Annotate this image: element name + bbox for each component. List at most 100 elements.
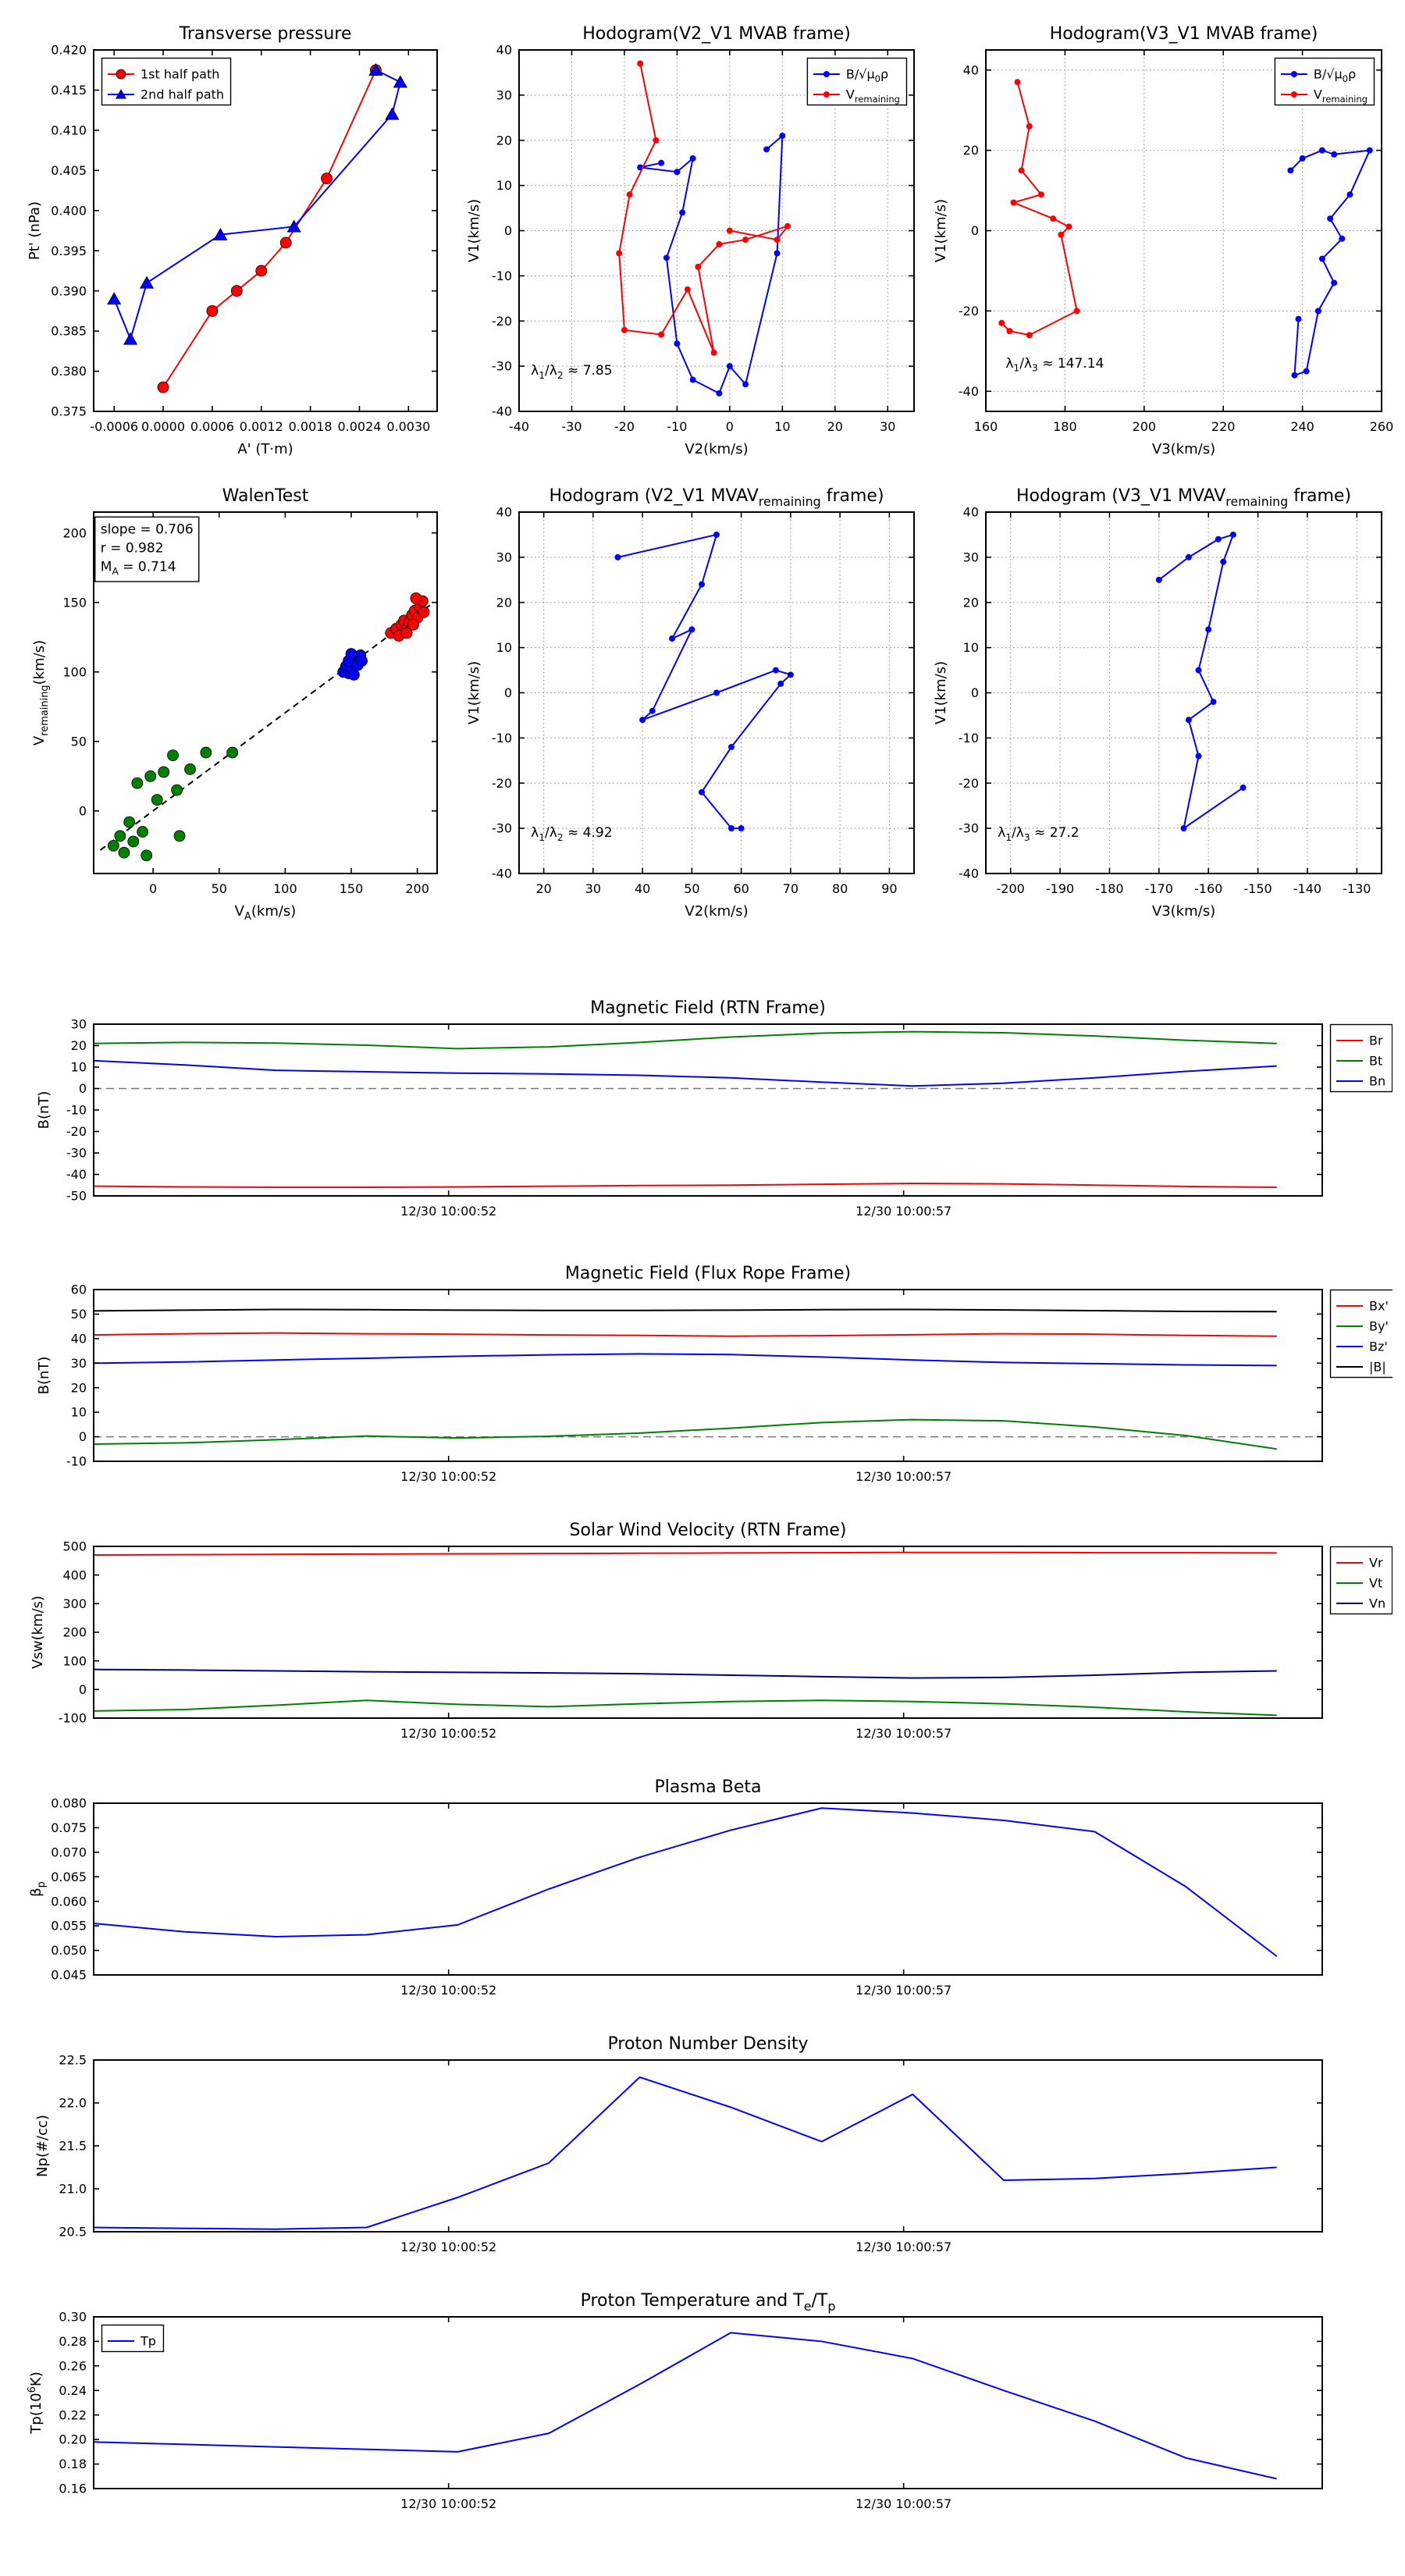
x-tick-label: 0.0000 [141, 419, 185, 434]
svg-text:Bn: Bn [1369, 1074, 1385, 1089]
y-tick-label: -100 [59, 1711, 87, 1726]
y-tick-label: 20.5 [59, 2225, 87, 2240]
svg-text:1st half path: 1st half path [140, 67, 219, 82]
y-tick-label: -40 [66, 1167, 87, 1182]
y-tick-label: 400 [62, 1567, 87, 1582]
y-tick-label: 0.410 [51, 123, 87, 137]
y-tick-label: -50 [66, 1189, 87, 1204]
vsw-rtn-title: Solar Wind Velocity (RTN Frame) [570, 1521, 847, 1540]
x-tick-label: 12/30 10:00:57 [855, 1204, 951, 1219]
y-tick-label: 0 [79, 803, 87, 818]
svg-text:Vr: Vr [1369, 1556, 1383, 1571]
mag-fluxrope-series-bz [94, 1353, 1277, 1367]
x-tick-label: 180 [1053, 419, 1077, 434]
hodogram-v3v1-mvav-xlabel: V3(km/s) [1152, 903, 1215, 920]
proton-temp-title: Proton Temperature and Te​/Tp​ [581, 2291, 836, 2314]
x-tick-label: -180 [1095, 881, 1123, 896]
x-tick-label: -160 [1194, 881, 1222, 896]
y-tick-label: 20 [496, 595, 512, 610]
svg-text:λ1​/λ3​ ≈ 27.2: λ1​/λ3​ ≈ 27.2 [998, 825, 1079, 843]
y-tick-label: 40 [963, 62, 979, 77]
hodogram-v3v1-mvab-series-v-remaining [1001, 81, 1078, 336]
x-tick-label: 12/30 10:00:57 [855, 1983, 951, 1998]
y-tick-label: 0.20 [59, 2432, 87, 2447]
x-tick-label: 12/30 10:00:57 [855, 1469, 951, 1484]
hodogram-v3v1-mvab-svg: 160 180 200 220 240 260 -40 -20 0 20 40 V3(km/s) V1(… [933, 24, 1393, 457]
x-tick-label: -40 [509, 419, 529, 434]
hodogram-v3v1-mvav-title: Hodogram (V3_V1 MVAVremaining​ frame) [1016, 486, 1351, 509]
y-tick-label: 30 [496, 550, 512, 564]
x-tick-label: 0.0030 [386, 419, 430, 434]
y-tick-label: 20 [71, 1038, 87, 1053]
y-tick-label: 10 [963, 640, 979, 655]
mag-rtn-svg: 12/30 10:00:52 12/30 10:00:57 -50 -40 -30 -20… [36, 998, 1393, 1219]
plasma-beta-axes-frame [93, 1802, 1323, 1976]
x-tick-label: -30 [561, 419, 582, 434]
x-tick-label: 12/30 10:00:52 [400, 1469, 496, 1484]
y-tick-label: 20 [963, 143, 979, 158]
transverse-pressure-title: Transverse pressure [179, 24, 352, 44]
y-tick-label: 0.30 [59, 2310, 87, 2325]
y-tick-label: -10 [66, 1454, 87, 1469]
proton-temp-ylabel: Tp(106​K) [27, 2371, 44, 2434]
chart-hodogram-v3v1-mvab: 160 180 200 220 240 260 -40 -20 0 20 40 V3(km/s) V1(… [931, 14, 1397, 463]
x-tick-label: 40 [635, 881, 650, 896]
walen-test-ylabel: Vremaining​(km/s) [31, 640, 51, 745]
y-tick-label: 150 [62, 595, 87, 610]
y-tick-label: -30 [959, 821, 979, 836]
svg-text:Vn: Vn [1369, 1596, 1385, 1611]
x-tick-label: 100 [273, 881, 297, 896]
x-tick-label: 12/30 10:00:57 [855, 1726, 951, 1741]
mag-fluxrope-ylabel: B(nT) [36, 1357, 52, 1395]
proton-density-axes-frame [93, 2059, 1323, 2233]
x-tick-label: 12/30 10:00:52 [400, 1983, 496, 1998]
y-tick-label: 0.24 [59, 2383, 87, 2398]
transverse-pressure-legend: 1st half path 2nd half path [101, 57, 232, 106]
x-tick-label: 10 [774, 419, 790, 434]
y-tick-label: -10 [492, 269, 512, 283]
svg-text:By': By' [1369, 1319, 1389, 1334]
svg-text:2nd half path: 2nd half path [140, 87, 224, 102]
vsw-rtn-series-vt [94, 1699, 1277, 1717]
walen-test-axes-frame [93, 511, 438, 874]
svg-text:Br: Br [1369, 1034, 1383, 1048]
chart-solar-wind-velocity: 12/30 10:00:52 12/30 10:00:57 -100 0 100 200 3… [27, 1512, 1393, 1754]
y-tick-label: 30 [71, 1017, 87, 1032]
y-tick-label: -20 [959, 776, 979, 791]
y-tick-label: 100 [62, 664, 87, 679]
svg-text:MA​ = 0.714: MA​ = 0.714 [101, 559, 176, 577]
y-tick-label: -40 [959, 866, 979, 881]
hodogram-v3v1-mvav-ylabel: V1(km/s) [933, 661, 949, 724]
y-tick-label: -40 [492, 866, 512, 881]
x-tick-label: 60 [733, 881, 749, 896]
proton-density-series-np [94, 2076, 1277, 2230]
x-tick-label: 0 [726, 419, 734, 434]
y-tick-label: 40 [963, 505, 979, 520]
y-tick-label: -30 [492, 359, 512, 374]
proton-density-ylabel: Np(#/cc) [34, 2115, 51, 2177]
hodogram-v3v1-mvab-series-b-field [1289, 149, 1371, 377]
x-tick-label: 240 [1290, 419, 1314, 434]
hodogram-v3v1-mvav-series-b-field [1158, 533, 1244, 831]
y-tick-label: 30 [71, 1356, 87, 1371]
svg-text:Vremaining​: Vremaining​ [1314, 87, 1368, 105]
mag-fluxrope-series-bmag [94, 1308, 1277, 1313]
x-tick-label: -10 [667, 419, 687, 434]
x-tick-label: -130 [1343, 881, 1371, 896]
hodogram-v3v1-mvav-svg: -200 -190 -180 -170 -160 -150 -140 -130-40-30-2… [933, 486, 1382, 920]
y-tick-label: 0 [971, 685, 979, 700]
x-tick-label: 20 [535, 881, 551, 896]
y-tick-label: 10 [71, 1405, 87, 1420]
y-tick-label: 0.22 [59, 2407, 87, 2422]
vsw-rtn-series-vr [94, 1551, 1277, 1556]
y-tick-label: 0.070 [51, 1845, 87, 1859]
y-tick-label: 60 [71, 1283, 87, 1297]
chart-magnetic-field-fluxrope: 12/30 10:00:52 12/30 10:00:57 -10 0 10 20 30 40… [27, 1255, 1396, 1497]
hodogram-v2v1-mvab-svg: -40 -30 -20 -10 0 10 20 30 -40 -30 -20 -10 0 10 20 30 40… [466, 24, 915, 457]
x-tick-label: 12/30 10:00:52 [400, 1204, 496, 1219]
y-tick-label: 0.065 [51, 1870, 87, 1884]
mag-rtn-series-br [94, 1183, 1277, 1188]
x-tick-label: 12/30 10:00:57 [855, 2240, 951, 2254]
svg-text:Bt: Bt [1369, 1054, 1382, 1069]
